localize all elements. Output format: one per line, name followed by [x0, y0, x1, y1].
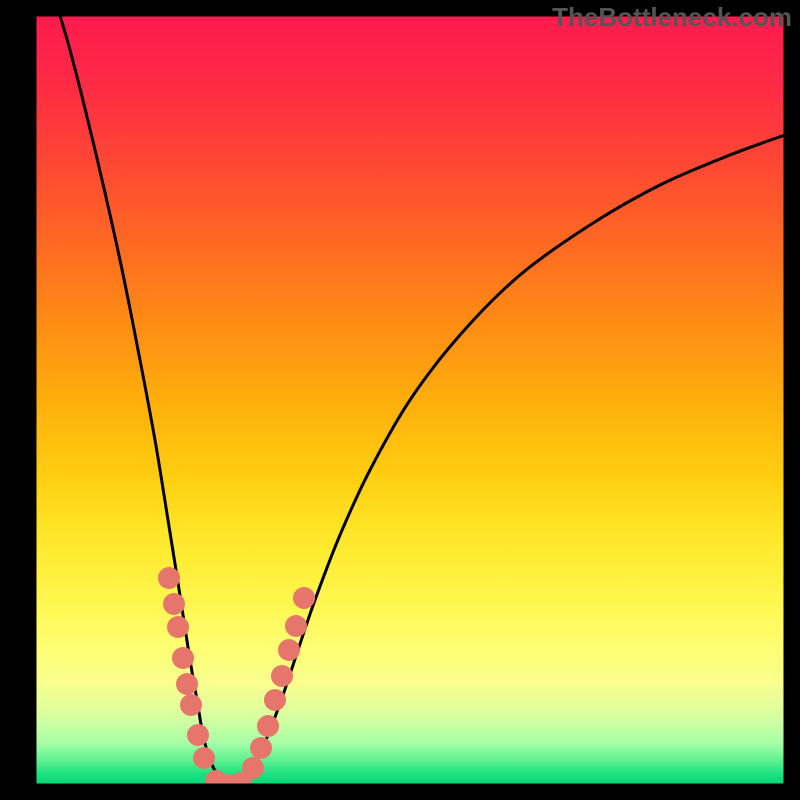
marker-point — [172, 647, 194, 669]
marker-point — [293, 587, 315, 609]
marker-point — [250, 737, 272, 759]
watermark-text: TheBottleneck.com — [552, 2, 792, 33]
marker-point — [180, 694, 202, 716]
marker-point — [271, 665, 293, 687]
marker-point — [163, 593, 185, 615]
marker-point — [158, 567, 180, 589]
marker-point — [264, 689, 286, 711]
marker-point — [167, 616, 189, 638]
marker-point — [242, 757, 264, 779]
marker-point — [257, 715, 279, 737]
marker-point — [193, 747, 215, 769]
marker-point — [285, 615, 307, 637]
marker-point — [278, 639, 300, 661]
v-curve — [52, 0, 785, 784]
marker-point — [176, 673, 198, 695]
marker-point — [187, 724, 209, 746]
chart-svg-layer — [0, 0, 800, 800]
chart-container: TheBottleneck.com — [0, 0, 800, 800]
curve-markers — [158, 567, 315, 796]
